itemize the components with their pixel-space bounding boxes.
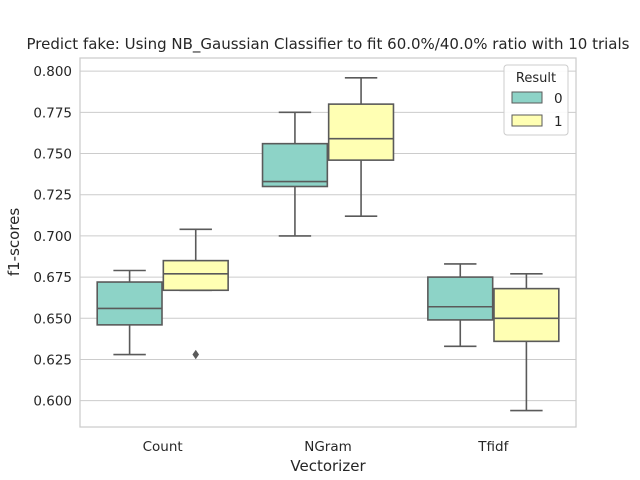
box-1-ngram <box>327 76 395 217</box>
x-tick-labels: Count NGram Tfidf <box>143 439 510 455</box>
x-axis-label: Vectorizer <box>290 457 366 475</box>
box-iqr <box>261 142 329 188</box>
legend-label-0: 0 <box>554 91 563 107</box>
box-1-tfidf <box>493 272 560 412</box>
box-iqr <box>162 259 229 292</box>
y-tick-label: 0.675 <box>33 270 72 286</box>
outlier-point <box>192 349 200 360</box>
y-tick-label: 0.750 <box>33 147 72 163</box>
box-0-ngram <box>261 111 329 237</box>
y-tick-label: 0.700 <box>33 229 72 245</box>
y-axis-label: f1-scores <box>5 208 23 277</box>
y-tick-label: 0.800 <box>33 64 72 80</box>
box-iqr <box>327 103 395 161</box>
box-1-count <box>162 228 229 360</box>
legend: Result 0 1 <box>503 64 569 136</box>
box-0-count <box>96 269 163 356</box>
plot-frame <box>79 57 577 428</box>
y-tick-labels: 0.600 0.625 0.650 0.675 0.700 0.725 0.750 0.775… <box>33 64 72 409</box>
box-groups <box>96 76 560 412</box>
legend-title: Result <box>516 71 556 86</box>
legend-label-1: 1 <box>554 114 563 130</box>
y-tick-label: 0.650 <box>33 311 72 327</box>
x-tick-label: Count <box>143 439 183 455</box>
legend-swatch-0 <box>511 91 543 104</box>
box-iqr <box>427 276 494 321</box>
chart-title: Predict fake: Using NB_Gaussian Classifi… <box>27 35 630 54</box>
y-tick-label: 0.600 <box>33 394 72 410</box>
x-tick-label: Tfidf <box>477 439 509 455</box>
y-tick-label: 0.625 <box>33 352 72 368</box>
box-0-tfidf <box>427 263 494 348</box>
x-tick-label: NGram <box>304 439 352 455</box>
legend-swatch-1 <box>511 114 543 127</box>
box-iqr <box>96 281 163 326</box>
box-iqr <box>493 287 560 343</box>
y-tick-label: 0.725 <box>33 188 72 204</box>
y-tick-label: 0.775 <box>33 105 72 121</box>
